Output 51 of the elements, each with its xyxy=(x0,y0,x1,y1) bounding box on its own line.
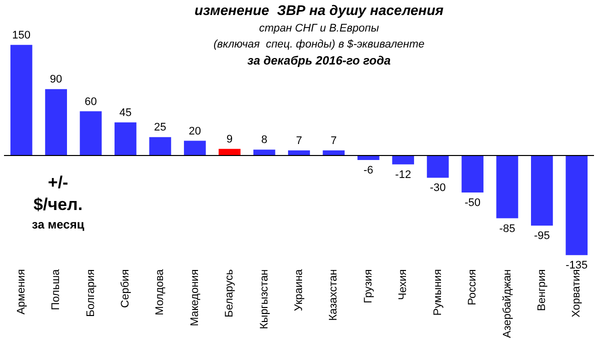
bar xyxy=(426,156,449,178)
x-tick-label: Болгария xyxy=(84,269,97,317)
x-tick-label: Польша xyxy=(50,268,62,310)
bar xyxy=(253,150,276,156)
bar xyxy=(80,111,102,156)
x-tick-label: Россия xyxy=(466,269,479,306)
x-tick-label: Азербайджан xyxy=(501,269,514,338)
x-tick-label: Венгрия xyxy=(536,269,548,311)
annotation: +/- $/чел. за месяц xyxy=(32,173,85,232)
x-tick-label: Молдова xyxy=(154,268,166,316)
x-tick-label: Грузия xyxy=(362,269,374,304)
x-tick-label: Беларусь xyxy=(224,268,236,318)
data-label: 150 xyxy=(12,29,31,42)
bar xyxy=(184,140,206,156)
data-label: 25 xyxy=(154,122,166,134)
data-label: -85 xyxy=(499,222,516,235)
data-label: 7 xyxy=(330,134,337,147)
bar xyxy=(10,44,32,156)
data-label: 7 xyxy=(296,134,302,147)
data-label: 90 xyxy=(50,74,62,86)
bar xyxy=(218,148,241,156)
chart-subtitle: стран СНГ и В.Европы (включая спец. фонды) в $-эквиваленте за декабрь 2016-го года xyxy=(213,22,425,68)
bar xyxy=(392,156,414,164)
data-label: -50 xyxy=(464,196,480,209)
x-tick-label: Казахстан xyxy=(328,269,340,321)
x-tick-label: Украина xyxy=(293,268,306,312)
bar xyxy=(149,137,172,156)
bar xyxy=(114,122,136,156)
x-tick-label: Румыния xyxy=(432,269,444,316)
data-label: -6 xyxy=(364,164,374,177)
data-label: 60 xyxy=(84,96,97,108)
bar xyxy=(45,89,67,156)
data-label: 20 xyxy=(188,125,202,138)
data-label: -12 xyxy=(395,168,412,181)
bar xyxy=(496,156,518,218)
x-tick-label: Хорватия xyxy=(570,269,583,318)
bar xyxy=(531,156,553,226)
data-label: 45 xyxy=(119,106,132,119)
x-tick-label: Армения xyxy=(15,269,28,315)
data-label: -95 xyxy=(534,230,550,242)
x-tick-label: Чехия xyxy=(397,269,410,300)
x-tick-label: Македония xyxy=(188,269,201,326)
x-tick-label: Сербия xyxy=(120,269,132,308)
chart-title: изменение ЗВР на душу населения xyxy=(194,2,444,18)
data-label: -30 xyxy=(430,182,446,194)
bar xyxy=(357,156,380,160)
x-tick-label: Кыргызстан xyxy=(258,269,270,330)
data-label: 8 xyxy=(261,134,268,146)
data-label: 9 xyxy=(226,133,233,146)
bar xyxy=(566,156,588,256)
bar xyxy=(462,156,484,192)
